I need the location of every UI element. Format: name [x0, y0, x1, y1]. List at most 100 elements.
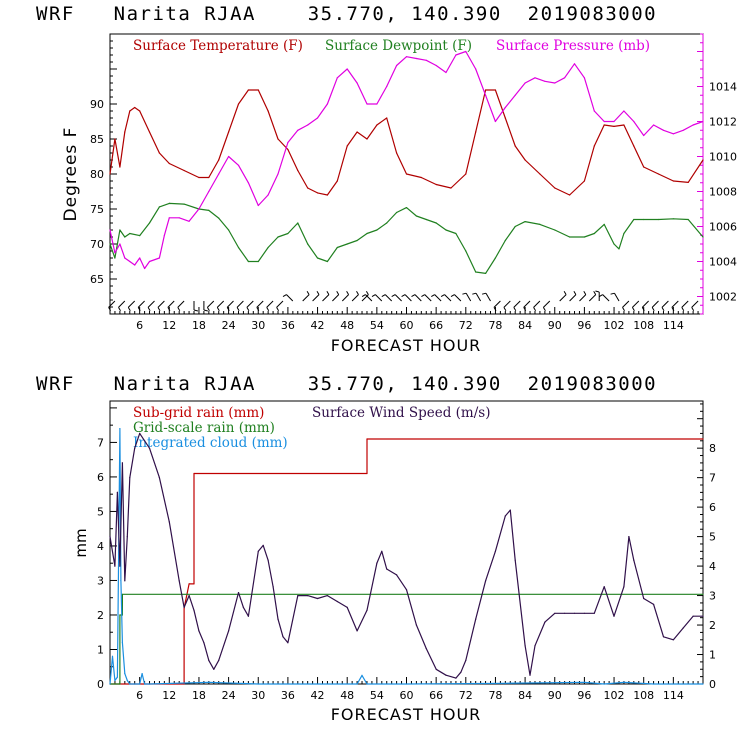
data-point: [119, 565, 121, 567]
data-point: [583, 77, 586, 79]
data-point: [672, 180, 675, 182]
data-point: [623, 586, 625, 588]
wind-barb: [401, 294, 412, 302]
data-point: [633, 145, 635, 147]
data-point: [257, 550, 259, 552]
data-point: [702, 593, 704, 595]
data-point: [139, 432, 141, 434]
data-point: [494, 257, 496, 259]
data-point: [653, 603, 655, 606]
top-axis-ticks: 6 12 18 24 30 36 42 48 54 60 66 72 78 84 90 96 102 108 114…: [90, 33, 737, 332]
data-point: [702, 159, 704, 161]
data-point: [109, 536, 111, 538]
data-point: [346, 606, 348, 609]
data-point: [121, 462, 123, 464]
x-tick-label: 60: [400, 689, 414, 702]
data-point: [485, 94, 487, 96]
data-point: [613, 125, 615, 127]
data-point: [188, 220, 190, 222]
data-point: [583, 236, 586, 238]
data-point: [524, 645, 526, 647]
data-point: [366, 609, 368, 611]
data-point: [356, 239, 358, 242]
data-point: [120, 579, 122, 582]
data-point: [139, 235, 141, 237]
x-tick-label: 6: [136, 319, 143, 332]
data-point: [504, 515, 506, 517]
data-point: [445, 71, 447, 74]
data-point: [623, 124, 625, 126]
y2-tick-label: 2: [709, 619, 716, 632]
data-point: [623, 232, 625, 235]
data-point: [524, 221, 526, 223]
x-tick-label: 30: [251, 689, 265, 702]
wind-barb: [661, 300, 669, 312]
data-point: [213, 668, 215, 670]
x-tick-label: 48: [340, 689, 354, 702]
y-tick-label: 70: [90, 238, 104, 251]
wind-barb: [236, 300, 244, 312]
data-point: [148, 447, 151, 449]
data-point: [134, 683, 136, 685]
data-point: [682, 129, 684, 131]
data-point: [129, 683, 131, 685]
data-point: [573, 612, 576, 614]
data-point: [144, 683, 146, 685]
data-point: [218, 217, 220, 219]
data-point: [307, 595, 309, 597]
y-tick-label: 4: [97, 540, 104, 553]
wind-barb: [351, 290, 359, 302]
legend-integrated-cloud: Integrated cloud (mm): [133, 435, 288, 451]
wind-barb: [391, 294, 402, 302]
x-tick-label: 108: [633, 319, 654, 332]
data-point: [460, 671, 462, 673]
data-point: [129, 110, 131, 112]
data-point: [603, 586, 605, 588]
data-point: [445, 674, 447, 676]
data-point: [603, 124, 605, 126]
bottom-chart-title: WRF Narita RJAA 35.770, 140.390 20190830…: [36, 373, 657, 395]
x-tick-label: 96: [577, 319, 591, 332]
data-point: [583, 681, 586, 683]
temperature-line: [109, 89, 704, 196]
data-point: [119, 614, 121, 616]
data-point: [247, 89, 249, 91]
pressure-line: [109, 50, 704, 270]
data-point: [316, 117, 319, 119]
wind-barb: [481, 292, 491, 302]
wind-barb: [118, 300, 126, 312]
wind-barb: [462, 292, 472, 302]
data-point: [485, 89, 487, 91]
data-point: [188, 583, 190, 585]
wind-barb: [431, 294, 442, 302]
data-point: [346, 243, 348, 245]
data-point: [702, 236, 704, 238]
data-point: [237, 592, 240, 594]
wind-barb: [302, 290, 310, 302]
y2-tick-label: 5: [709, 531, 716, 544]
wind-barb: [450, 294, 462, 302]
wind-barb: [341, 290, 350, 302]
x-tick-label: 78: [488, 319, 502, 332]
data-point: [465, 659, 467, 662]
data-point: [237, 103, 240, 105]
data-point: [687, 181, 689, 183]
data-point: [198, 176, 200, 179]
x-tick-label: 48: [340, 319, 354, 332]
data-point: [114, 565, 116, 567]
data-point: [148, 222, 151, 224]
x-tick-label: 18: [192, 689, 206, 702]
data-point: [109, 243, 111, 245]
data-point: [326, 260, 328, 263]
data-point: [287, 141, 289, 144]
wind-barb: [569, 290, 577, 302]
data-point: [119, 428, 121, 430]
data-point: [415, 57, 417, 60]
data-point: [623, 681, 625, 683]
data-point: [356, 131, 358, 133]
data-point: [183, 169, 185, 172]
data-point: [509, 509, 511, 511]
data-point: [554, 612, 556, 614]
data-point: [158, 152, 160, 154]
